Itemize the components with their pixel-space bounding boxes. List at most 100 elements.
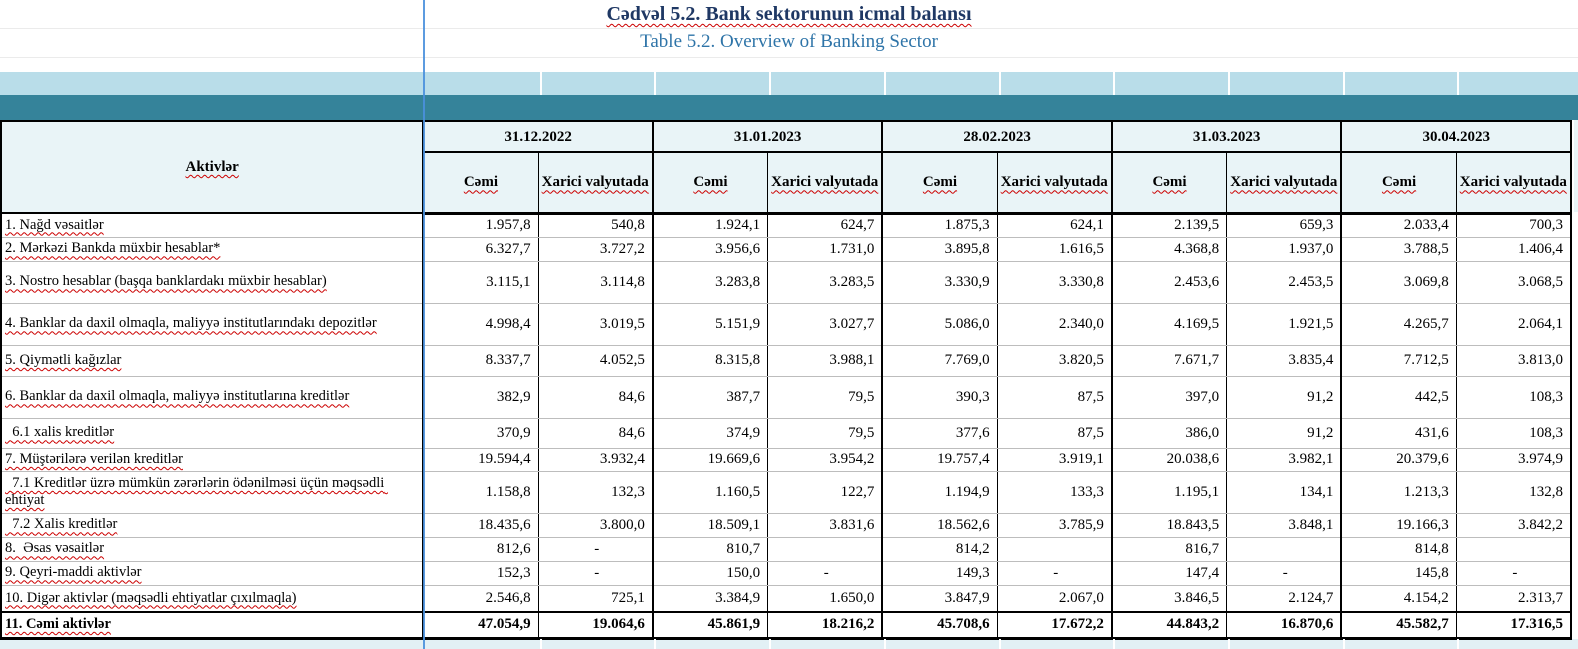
value-cell[interactable]: 1.194,9 xyxy=(881,471,998,514)
value-cell[interactable]: 4.169,5 xyxy=(1110,303,1227,346)
value-cell[interactable]: 5.086,0 xyxy=(881,303,998,346)
value-cell[interactable]: 3.115,1 xyxy=(422,261,539,304)
value-cell[interactable]: 19.669,6 xyxy=(651,448,768,472)
value-cell[interactable] xyxy=(767,537,883,562)
value-cell[interactable]: 810,7 xyxy=(651,537,768,562)
row-label-cell[interactable]: 7.2 Xalis kreditlər xyxy=(1,513,425,538)
value-cell[interactable]: 19.757,4 xyxy=(881,448,998,472)
value-cell[interactable]: 145,8 xyxy=(1340,561,1457,586)
value-cell[interactable]: 816,7 xyxy=(1110,537,1227,562)
value-cell[interactable]: 3.027,7 xyxy=(767,303,883,346)
value-cell[interactable]: 19.594,4 xyxy=(422,448,539,472)
value-cell[interactable]: 87,5 xyxy=(996,418,1112,449)
value-cell[interactable]: 1.875,3 xyxy=(881,213,998,238)
row-label-cell[interactable]: 2. Mərkəzi Bankda müxbir hesablar* xyxy=(1,237,425,262)
value-cell[interactable]: 122,7 xyxy=(767,471,883,514)
subheader-xarici-valyutada[interactable]: Xarici valyutada xyxy=(767,152,883,215)
value-cell[interactable]: - xyxy=(1455,561,1571,586)
value-cell[interactable]: 2.453,6 xyxy=(1110,261,1227,304)
value-cell[interactable]: 3.846,5 xyxy=(1110,585,1227,613)
value-cell[interactable]: 814,2 xyxy=(881,537,998,562)
value-cell[interactable]: 2.033,4 xyxy=(1340,213,1457,238)
value-cell[interactable]: 3.068,5 xyxy=(1455,261,1571,304)
value-cell[interactable]: 18.843,5 xyxy=(1110,513,1227,538)
date-header[interactable]: 31.01.2023 xyxy=(651,121,883,153)
subheader-cemi[interactable]: Cəmi xyxy=(1340,152,1457,215)
value-cell[interactable]: 3.788,5 xyxy=(1340,237,1457,262)
value-cell[interactable]: 3.283,8 xyxy=(651,261,768,304)
row-label-cell[interactable]: 4. Banklar da daxil olmaqla, maliyyə ins… xyxy=(1,303,425,346)
column-header-aktivler[interactable]: Aktivlər xyxy=(1,121,425,214)
value-cell[interactable]: 3.932,4 xyxy=(537,448,653,472)
value-cell[interactable]: 8.337,7 xyxy=(422,345,539,377)
value-cell[interactable]: 84,6 xyxy=(537,376,653,419)
value-cell[interactable] xyxy=(996,537,1112,562)
value-cell[interactable]: 2.340,0 xyxy=(996,303,1112,346)
value-cell[interactable]: 812,6 xyxy=(422,537,539,562)
value-cell[interactable]: 7.769,0 xyxy=(881,345,998,377)
value-cell[interactable]: 1.731,0 xyxy=(767,237,883,262)
value-cell[interactable]: 390,3 xyxy=(881,376,998,419)
value-cell[interactable]: 134,1 xyxy=(1226,471,1342,514)
value-cell[interactable]: 3.820,5 xyxy=(996,345,1112,377)
value-cell[interactable]: 150,0 xyxy=(651,561,768,586)
subheader-cemi[interactable]: Cəmi xyxy=(881,152,998,215)
value-cell[interactable]: 3.988,1 xyxy=(767,345,883,377)
value-cell[interactable]: 4.265,7 xyxy=(1340,303,1457,346)
value-cell[interactable]: 3.982,1 xyxy=(1226,448,1342,472)
value-cell[interactable]: 370,9 xyxy=(422,418,539,449)
value-cell[interactable]: 20.038,6 xyxy=(1110,448,1227,472)
value-cell[interactable]: 1.616,5 xyxy=(996,237,1112,262)
value-cell[interactable]: 3.847,9 xyxy=(881,585,998,613)
value-cell[interactable]: 3.974,9 xyxy=(1455,448,1571,472)
row-label-cell[interactable]: 3. Nostro hesablar (başqa banklardakı mü… xyxy=(1,261,425,304)
value-cell[interactable]: 3.330,9 xyxy=(881,261,998,304)
value-cell[interactable]: 1.924,1 xyxy=(651,213,768,238)
value-cell[interactable]: 3.785,9 xyxy=(996,513,1112,538)
date-header[interactable]: 31.12.2022 xyxy=(422,121,653,153)
value-cell[interactable]: 132,3 xyxy=(537,471,653,514)
value-cell[interactable]: 1.937,0 xyxy=(1226,237,1342,262)
value-cell[interactable]: 2.453,5 xyxy=(1226,261,1342,304)
row-label-cell[interactable]: 7.1 Kreditlər üzrə mümkün zərərlərin ödə… xyxy=(1,471,425,514)
value-cell[interactable] xyxy=(1226,537,1342,562)
value-cell[interactable]: 1.650,0 xyxy=(767,585,883,613)
value-cell[interactable]: 132,8 xyxy=(1455,471,1571,514)
value-cell[interactable]: 386,0 xyxy=(1110,418,1227,449)
value-cell[interactable]: 2.313,7 xyxy=(1455,585,1571,613)
value-cell[interactable]: 3.813,0 xyxy=(1455,345,1571,377)
value-cell[interactable]: 1.195,1 xyxy=(1110,471,1227,514)
value-cell[interactable]: 624,1 xyxy=(996,213,1112,238)
value-cell[interactable]: 7.712,5 xyxy=(1340,345,1457,377)
value-cell[interactable]: 3.800,0 xyxy=(537,513,653,538)
value-cell[interactable]: 7.671,7 xyxy=(1110,345,1227,377)
value-cell[interactable]: 4.998,4 xyxy=(422,303,539,346)
value-cell[interactable]: 45.708,6 xyxy=(881,611,998,640)
value-cell[interactable]: 20.379,6 xyxy=(1340,448,1457,472)
value-cell[interactable]: 84,6 xyxy=(537,418,653,449)
value-cell[interactable]: 1.158,8 xyxy=(422,471,539,514)
row-label-cell[interactable]: 6.1 xalis kreditlər xyxy=(1,418,425,449)
subheader-cemi[interactable]: Cəmi xyxy=(422,152,539,215)
value-cell[interactable]: 44.843,2 xyxy=(1110,611,1227,640)
row-label-cell[interactable]: 10. Digər aktivlər (məqsədli ehtiyatlar … xyxy=(1,585,425,613)
value-cell[interactable]: 2.067,0 xyxy=(996,585,1112,613)
value-cell[interactable]: 3.330,8 xyxy=(996,261,1112,304)
value-cell[interactable]: 700,3 xyxy=(1455,213,1571,238)
value-cell[interactable]: 2.546,8 xyxy=(422,585,539,613)
value-cell[interactable]: 3.283,5 xyxy=(767,261,883,304)
value-cell[interactable]: 725,1 xyxy=(537,585,653,613)
value-cell[interactable]: - xyxy=(537,561,653,586)
value-cell[interactable] xyxy=(1455,537,1571,562)
value-cell[interactable]: 4.368,8 xyxy=(1110,237,1227,262)
value-cell[interactable]: 2.139,5 xyxy=(1110,213,1227,238)
value-cell[interactable]: 1.213,3 xyxy=(1340,471,1457,514)
value-cell[interactable]: 1.921,5 xyxy=(1226,303,1342,346)
value-cell[interactable]: 133,3 xyxy=(996,471,1112,514)
value-cell[interactable]: 382,9 xyxy=(422,376,539,419)
value-cell[interactable]: 5.151,9 xyxy=(651,303,768,346)
value-cell[interactable]: 397,0 xyxy=(1110,376,1227,419)
value-cell[interactable]: 17.316,5 xyxy=(1455,611,1571,640)
value-cell[interactable]: 659,3 xyxy=(1226,213,1342,238)
value-cell[interactable]: 18.509,1 xyxy=(651,513,768,538)
